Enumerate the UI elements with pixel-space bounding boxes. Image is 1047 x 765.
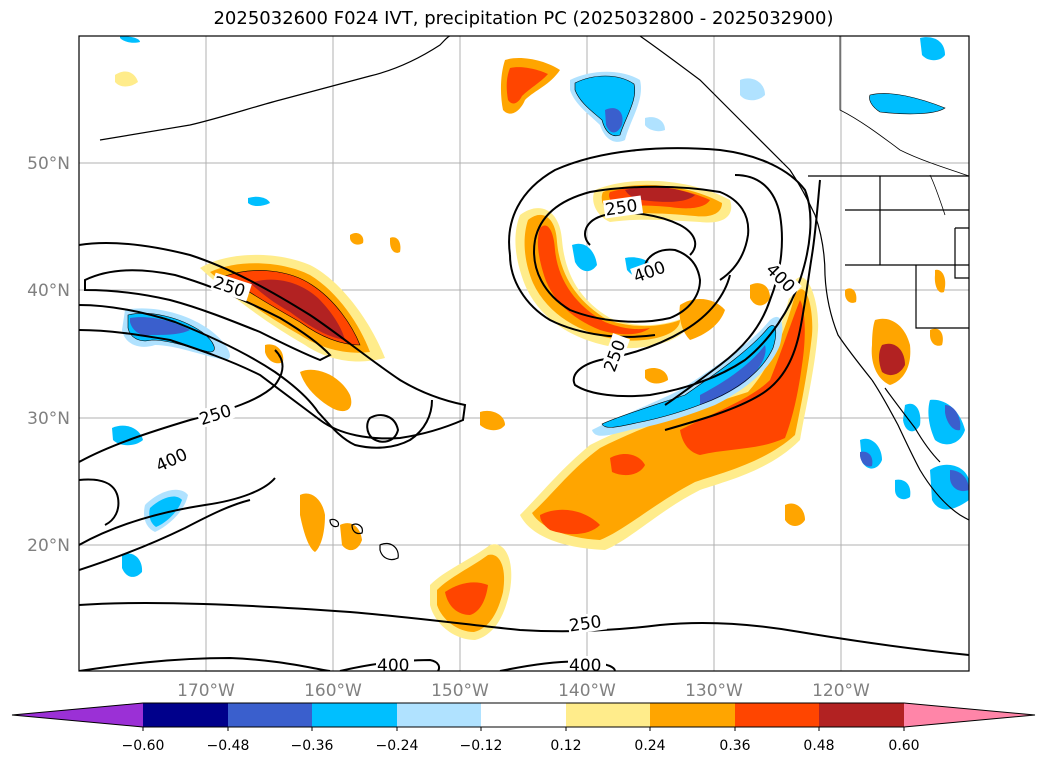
colorbar: −0.60 −0.48 −0.36 −0.24 −0.12 0.12 0.24 … xyxy=(11,702,1036,754)
colorbar-tick-label: −0.36 xyxy=(291,738,334,754)
colorbar-segment xyxy=(650,703,735,727)
lon-label: 160°W xyxy=(304,681,362,701)
ivt-label: 400 xyxy=(569,656,601,676)
lat-label: 30°N xyxy=(27,409,70,429)
map-title: 2025032600 F024 IVT, precipitation PC (2… xyxy=(213,8,834,29)
colorbar-segment xyxy=(312,703,397,727)
lon-label: 150°W xyxy=(431,681,489,701)
colorbar-tick-label: 0.60 xyxy=(888,738,919,754)
colorbar-segment xyxy=(481,703,566,727)
ivt-label: 400 xyxy=(377,656,409,676)
colorbar-tick-label: 0.48 xyxy=(803,738,834,754)
ivt-label: 250 xyxy=(604,196,639,220)
plot-frame xyxy=(78,35,970,672)
lat-label: 50°N xyxy=(27,154,70,174)
colorbar-tick-label: −0.60 xyxy=(122,738,165,754)
colorbar-segment xyxy=(143,703,228,727)
precip-positive-small xyxy=(115,58,946,640)
colorbar-tick-label: 0.36 xyxy=(719,738,750,754)
colorbar-segment xyxy=(228,703,312,727)
colorbar-segment xyxy=(397,703,481,727)
colorbar-tick-label: −0.24 xyxy=(376,738,419,754)
ivt-label: 250 xyxy=(568,612,603,636)
lon-label: 170°W xyxy=(177,681,235,701)
precip-outlines xyxy=(127,75,946,428)
lat-label: 40°N xyxy=(27,281,70,301)
political-borders xyxy=(839,36,969,216)
lat-labels: 50°N 40°N 30°N 20°N xyxy=(27,154,70,556)
precip-negative xyxy=(112,36,969,577)
lon-label: 140°W xyxy=(558,681,616,701)
colorbar-segment xyxy=(819,703,904,727)
lon-labels: 170°W 160°W 150°W 140°W 130°W 120°W xyxy=(177,681,870,701)
lon-label: 130°W xyxy=(685,681,743,701)
lon-label: 120°W xyxy=(812,681,870,701)
colorbar-tick-label: −0.48 xyxy=(207,738,250,754)
colorbar-extend-low xyxy=(12,703,143,727)
colorbar-tick-label: 0.24 xyxy=(634,738,665,754)
colorbar-segment xyxy=(566,703,650,727)
colorbar-tick-label: −0.12 xyxy=(460,738,503,754)
ivt-label-group: 250 250 400 400 250 250 400 250 400 400 xyxy=(151,195,802,676)
colorbar-extend-high xyxy=(904,703,1035,727)
colorbar-segment xyxy=(735,703,819,727)
colorbar-tick-label: 0.12 xyxy=(550,738,581,754)
lat-label: 20°N xyxy=(27,536,70,556)
